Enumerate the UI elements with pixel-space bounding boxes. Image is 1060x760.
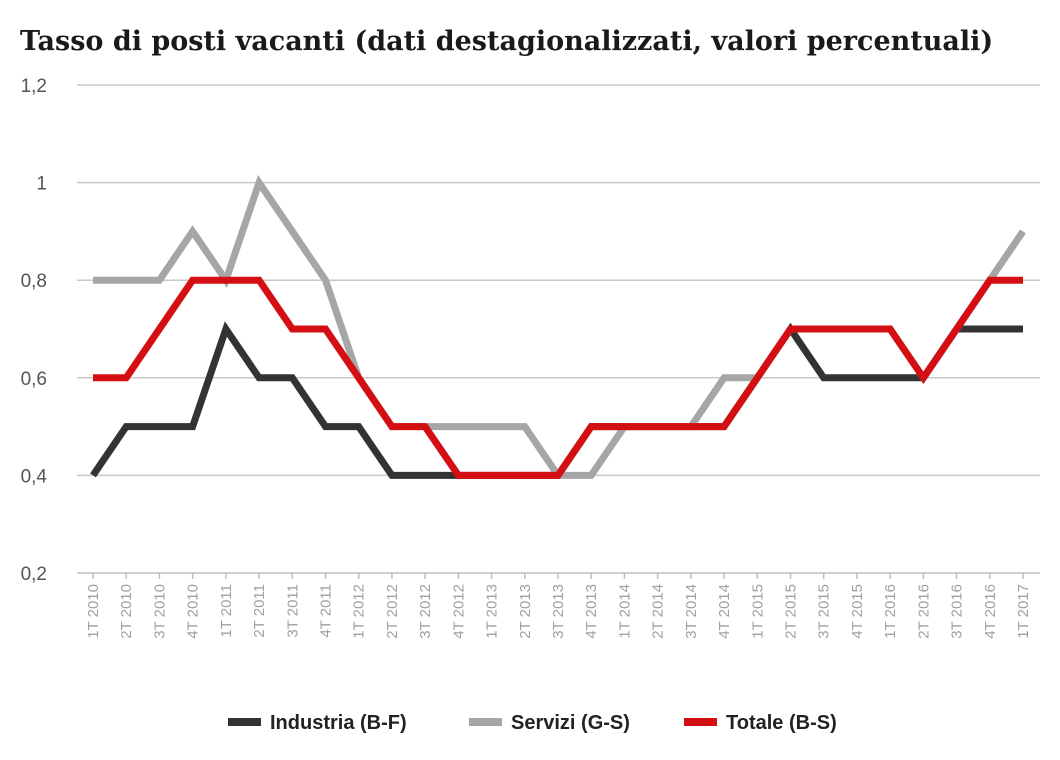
x-tick-label: 1T 2014: [616, 584, 633, 639]
x-axis-ticks: 1T 2010 2T 2010 3T 2010 4T 2010 1T 2011 2T 20…: [85, 573, 1032, 639]
x-tick-label: 4T 2012: [450, 584, 467, 639]
x-tick-label: 1T 2011: [218, 584, 235, 638]
y-tick-label: 1,2: [21, 76, 47, 97]
x-tick-label: 2T 2010: [118, 584, 135, 639]
x-tick-label: 3T 2010: [151, 584, 168, 639]
y-tick-label: 0,8: [21, 271, 47, 292]
x-tick-label: 1T 2015: [749, 584, 766, 639]
x-tick-label: 4T 2013: [583, 584, 600, 639]
legend-label: Totale (B-S): [726, 712, 837, 734]
x-tick-label: 1T 2012: [351, 584, 368, 639]
x-tick-label: 3T 2014: [683, 584, 700, 639]
series-line-totale-b-s: [93, 276, 1023, 479]
x-tick-label: 2T 2011: [251, 584, 268, 638]
legend-label: Industria (B-F): [270, 712, 407, 734]
legend-label: Servizi (G-S): [511, 712, 630, 734]
x-tick-label: 1T 2017: [1015, 584, 1032, 639]
y-axis-ticks: 0,2 0,4 0,6 0,8 1 1,2: [21, 76, 48, 585]
x-tick-label: 3T 2012: [417, 584, 434, 639]
y-tick-label: 0,4: [21, 466, 48, 487]
x-tick-label: 1T 2013: [484, 584, 501, 639]
y-tick-label: 0,2: [21, 564, 47, 585]
x-tick-label: 4T 2014: [716, 584, 733, 639]
series-lines: [90, 174, 1026, 479]
x-tick-label: 1T 2016: [882, 584, 899, 639]
x-tick-label: 2T 2013: [517, 584, 534, 639]
x-tick-label: 2T 2015: [783, 584, 800, 639]
x-tick-label: 4T 2015: [849, 584, 866, 639]
x-tick-label: 1T 2010: [85, 584, 102, 639]
gridlines: [77, 84, 1040, 574]
y-tick-label: 0,6: [21, 369, 47, 390]
x-tick-label: 2T 2014: [650, 584, 667, 639]
x-tick-label: 3T 2016: [949, 584, 966, 639]
x-tick-label: 4T 2016: [982, 584, 999, 639]
series-line-industria-b-f: [90, 321, 1023, 479]
x-tick-label: 2T 2016: [915, 584, 932, 639]
x-tick-label: 3T 2013: [550, 584, 567, 639]
chart-title: Tasso di posti vacanti (dati destagional…: [20, 26, 993, 57]
legend: Industria (B-F) Servizi (G-S) Totale (B-S): [228, 712, 837, 734]
x-tick-label: 4T 2011: [318, 584, 335, 638]
x-tick-label: 3T 2011: [284, 584, 301, 638]
x-tick-label: 2T 2012: [384, 584, 401, 639]
x-tick-label: 3T 2015: [816, 584, 833, 639]
y-tick-label: 1: [36, 174, 47, 195]
x-tick-label: 4T 2010: [185, 584, 202, 639]
